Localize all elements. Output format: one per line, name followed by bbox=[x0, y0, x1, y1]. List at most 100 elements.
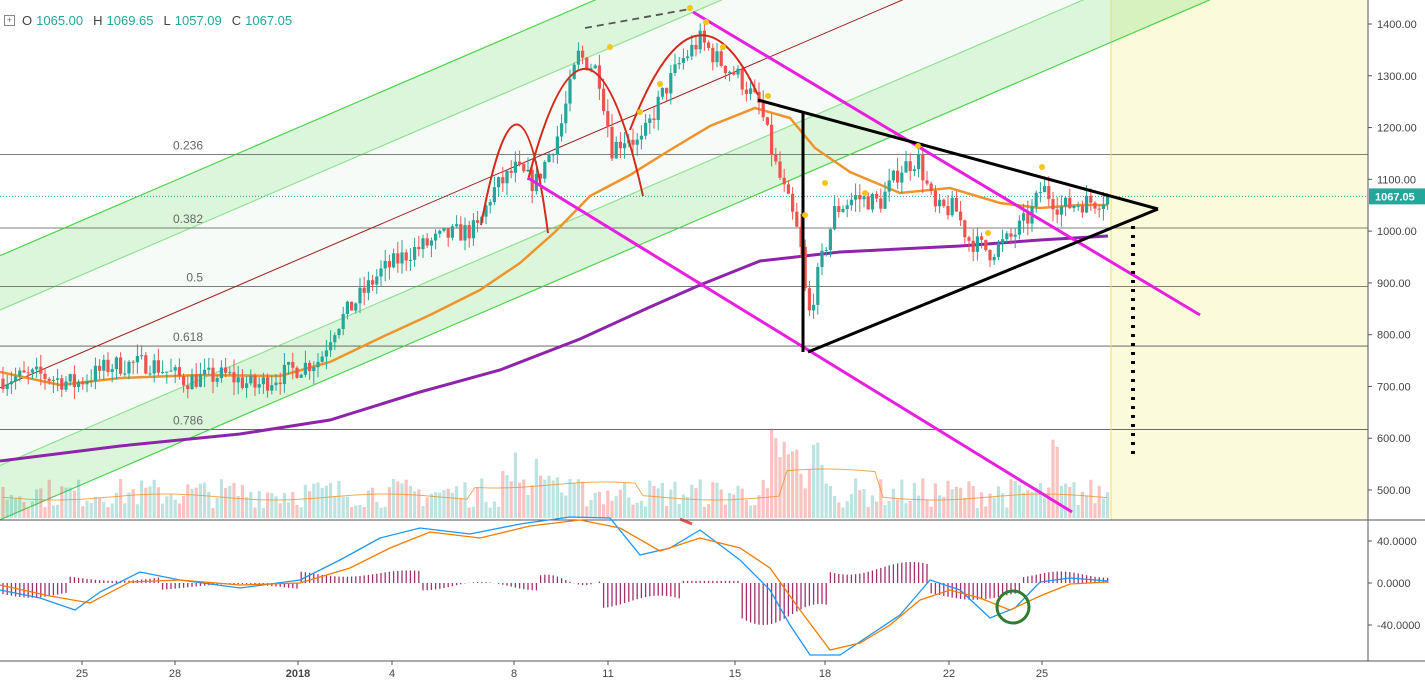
volume-bar bbox=[219, 479, 223, 518]
fib-label-4: 0.786 bbox=[173, 413, 203, 427]
candle-body bbox=[177, 367, 181, 377]
volume-bar bbox=[102, 501, 106, 518]
candle-body bbox=[375, 276, 379, 285]
candle-body bbox=[799, 226, 803, 247]
candle-body bbox=[261, 377, 265, 385]
candle-body bbox=[707, 42, 711, 48]
candle-body bbox=[833, 206, 837, 230]
volume-bar bbox=[631, 504, 635, 518]
volume-bar bbox=[9, 494, 13, 518]
volume-bar bbox=[1, 486, 5, 518]
volume-bar bbox=[18, 496, 22, 518]
candle-body bbox=[1097, 208, 1101, 210]
volume-bar bbox=[1009, 479, 1013, 518]
volume-bar bbox=[1101, 498, 1105, 518]
volume-bar bbox=[1068, 486, 1072, 518]
candle-body bbox=[400, 252, 404, 264]
volume-bar bbox=[429, 493, 433, 518]
volume-bar bbox=[1059, 485, 1063, 518]
volume-bar bbox=[392, 478, 396, 518]
candle-body bbox=[1072, 206, 1076, 209]
volume-bar bbox=[568, 479, 572, 518]
volume-bar bbox=[316, 482, 320, 518]
volume-bar bbox=[114, 492, 118, 518]
volume-bar bbox=[358, 505, 362, 518]
candle-body bbox=[358, 287, 362, 304]
candle-body bbox=[522, 164, 526, 172]
date-tick-label: 11 bbox=[602, 668, 613, 680]
volume-bar bbox=[942, 496, 946, 518]
volume-bar bbox=[908, 501, 912, 518]
volume-bar bbox=[400, 483, 404, 518]
volume-bar bbox=[56, 504, 60, 518]
open-label: O bbox=[22, 13, 33, 28]
candle-body bbox=[165, 371, 169, 373]
volume-bar bbox=[127, 492, 131, 518]
expand-icon[interactable]: + bbox=[4, 15, 15, 26]
volume-bar bbox=[1055, 446, 1059, 518]
volume-bar bbox=[980, 492, 984, 518]
volume-bar bbox=[925, 499, 929, 518]
volume-bar bbox=[996, 486, 1000, 518]
candle-body bbox=[119, 357, 123, 374]
background-layer bbox=[0, 0, 1368, 520]
volume-bar bbox=[736, 485, 740, 518]
candle-body bbox=[610, 126, 614, 159]
volume-bar bbox=[492, 501, 496, 518]
price-axis: 1400.00 1300.00 1200.00 1100.00 1000.00 900.0… bbox=[1367, 0, 1425, 661]
pivot-dot bbox=[607, 44, 613, 50]
volume-bar bbox=[387, 487, 391, 518]
candle-body bbox=[908, 161, 912, 172]
volume-bar bbox=[190, 488, 194, 518]
candle-body bbox=[715, 51, 719, 63]
candle-body bbox=[450, 226, 454, 238]
volume-bar bbox=[917, 495, 921, 518]
candle-body bbox=[770, 124, 774, 155]
candle-body bbox=[219, 367, 223, 379]
volume-bar bbox=[484, 501, 488, 518]
volume-bar bbox=[757, 495, 761, 518]
candle-body bbox=[883, 191, 887, 209]
candle-body bbox=[954, 197, 958, 212]
candle-body bbox=[736, 68, 740, 75]
volume-bar bbox=[119, 478, 123, 518]
volume-bar bbox=[135, 504, 139, 518]
candle-body bbox=[39, 366, 43, 374]
volume-bar bbox=[854, 478, 858, 518]
date-tick-label: 18 bbox=[819, 668, 831, 680]
volume-bar bbox=[673, 481, 677, 518]
date-axis: 25 28 2018 4 8 11 15 18 22 25 bbox=[76, 661, 1048, 680]
price-tick-label: 1200.00 bbox=[1377, 123, 1417, 135]
candle-body bbox=[555, 136, 559, 155]
candle-body bbox=[1068, 197, 1072, 209]
candle-body bbox=[484, 205, 488, 217]
candle-body bbox=[950, 197, 954, 216]
candle-body bbox=[837, 206, 841, 212]
volume-bar bbox=[912, 482, 916, 518]
macd-pane bbox=[0, 516, 1425, 662]
candle-body bbox=[203, 369, 207, 375]
volume-bar bbox=[123, 503, 127, 518]
volume-bar bbox=[14, 498, 18, 518]
volume-bar bbox=[959, 487, 963, 518]
volume-bar bbox=[753, 505, 757, 518]
volume-bar bbox=[148, 486, 152, 518]
candle-body bbox=[131, 361, 135, 363]
close-value: 1067.05 bbox=[245, 13, 293, 28]
candle-body bbox=[22, 370, 26, 373]
candle-body bbox=[1005, 233, 1009, 240]
volume-bar bbox=[694, 488, 698, 518]
volume-bar bbox=[106, 507, 110, 518]
candle-body bbox=[505, 170, 509, 184]
candle-body bbox=[316, 361, 320, 368]
candle-body bbox=[509, 170, 513, 173]
volume-bar bbox=[849, 494, 853, 518]
candle-body bbox=[585, 57, 589, 70]
volume-bar bbox=[530, 485, 534, 518]
volume-bar bbox=[1080, 491, 1084, 518]
volume-bar bbox=[812, 444, 816, 518]
candle-body bbox=[236, 377, 240, 383]
volume-bar bbox=[1106, 492, 1110, 518]
volume-bar bbox=[43, 507, 47, 518]
